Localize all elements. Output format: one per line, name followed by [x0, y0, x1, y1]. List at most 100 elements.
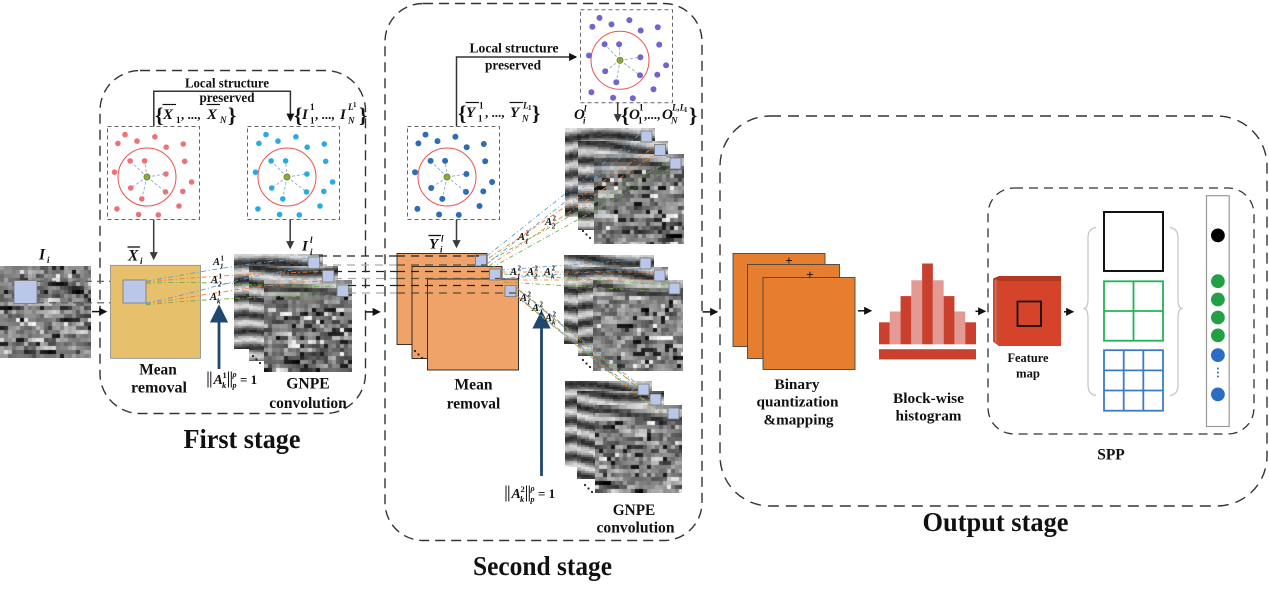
svg-text:2: 2: [526, 230, 530, 238]
svg-text:2: 2: [535, 265, 539, 273]
svg-text:I: I: [38, 247, 46, 264]
svg-text:preserved: preserved: [200, 90, 255, 105]
svg-text:, ...,: , ...,: [315, 107, 335, 122]
svg-text:k: k: [552, 319, 556, 327]
svg-text:1: 1: [684, 106, 688, 114]
svg-text:1: 1: [478, 114, 483, 124]
svg-text:1: 1: [527, 299, 531, 307]
svg-text:SPP: SPP: [1097, 447, 1125, 464]
svg-text:X: X: [162, 107, 174, 123]
svg-text:A: A: [509, 267, 517, 278]
svg-text:,...,: ,...,: [644, 107, 660, 122]
svg-text:2: 2: [533, 273, 538, 281]
svg-text:Second stage: Second stage: [473, 551, 612, 581]
svg-text:, ...,: , ...,: [485, 105, 505, 120]
svg-text:Block-wise: Block-wise: [893, 391, 964, 407]
svg-text:}: }: [228, 103, 236, 127]
svg-text:A: A: [526, 267, 534, 278]
svg-text:GNPE: GNPE: [286, 375, 330, 392]
svg-text:ρ: ρ: [232, 370, 237, 379]
svg-text:i: i: [583, 116, 586, 126]
svg-text:removal: removal: [131, 380, 188, 397]
svg-text:k: k: [520, 494, 525, 504]
svg-text:i: i: [47, 255, 50, 265]
svg-text:map: map: [1016, 366, 1040, 381]
svg-text:{: {: [458, 101, 466, 125]
svg-text:}: }: [689, 103, 697, 127]
svg-text:A: A: [511, 487, 521, 502]
svg-text:preserved: preserved: [485, 58, 541, 73]
svg-text:2: 2: [538, 309, 543, 317]
svg-text:&mapping: &mapping: [764, 413, 835, 429]
svg-text:First stage: First stage: [184, 424, 301, 454]
svg-text:A: A: [209, 292, 217, 303]
svg-text:Y: Y: [510, 105, 521, 121]
svg-text:1: 1: [219, 273, 223, 281]
svg-text:I: I: [301, 239, 309, 255]
svg-text:1: 1: [218, 290, 222, 298]
svg-text:1: 1: [525, 238, 529, 246]
svg-text:convolution: convolution: [597, 520, 675, 537]
svg-text:A: A: [210, 275, 218, 286]
svg-text:X: X: [127, 248, 139, 265]
svg-text:2: 2: [553, 311, 557, 319]
svg-text:l: l: [584, 104, 587, 114]
svg-text:Binary: Binary: [775, 377, 820, 393]
svg-text:Feature: Feature: [1008, 350, 1049, 365]
svg-text:N: N: [219, 115, 227, 125]
svg-text:2: 2: [217, 281, 222, 289]
svg-text:p: p: [232, 381, 237, 390]
svg-text:2: 2: [553, 215, 557, 223]
svg-text:Mean: Mean: [139, 362, 177, 379]
svg-text:1: 1: [353, 101, 357, 109]
svg-text:quantization: quantization: [757, 395, 840, 411]
svg-text:, ...,: , ...,: [181, 107, 201, 122]
svg-text:Local structure: Local structure: [470, 41, 559, 56]
svg-text:1: 1: [220, 263, 224, 271]
svg-text:L: L: [347, 102, 354, 112]
svg-text:1: 1: [638, 116, 643, 126]
svg-text:2: 2: [551, 223, 556, 231]
svg-text:A: A: [519, 293, 527, 304]
svg-text:1: 1: [528, 104, 532, 112]
svg-text:N: N: [521, 114, 529, 124]
svg-text:Local structure: Local structure: [185, 76, 269, 91]
svg-text:+: +: [806, 267, 813, 282]
svg-text:Y: Y: [466, 105, 477, 121]
svg-text:A: A: [517, 232, 525, 243]
svg-text:+: +: [785, 253, 792, 268]
svg-text:L,L: L,L: [671, 103, 686, 113]
svg-text:2: 2: [540, 301, 544, 309]
svg-text:X: X: [206, 107, 218, 123]
svg-text:1: 1: [176, 115, 181, 125]
svg-text:histogram: histogram: [896, 409, 963, 425]
svg-text:convolution: convolution: [269, 395, 347, 412]
svg-text:i: i: [440, 245, 443, 255]
svg-text:I: I: [301, 107, 309, 123]
svg-text:k: k: [551, 273, 555, 281]
svg-text:{: {: [621, 103, 629, 127]
svg-text:1: 1: [517, 273, 521, 281]
svg-text:2: 2: [528, 291, 532, 299]
svg-text:{: {: [155, 103, 163, 127]
svg-text:l: l: [441, 234, 444, 244]
svg-text:I: I: [339, 107, 347, 123]
svg-text:= 1: = 1: [538, 486, 555, 501]
svg-text:Output stage: Output stage: [923, 507, 1069, 537]
svg-text:A: A: [544, 217, 552, 228]
svg-text:i: i: [140, 256, 143, 266]
svg-text:k: k: [222, 380, 227, 390]
svg-text:O: O: [629, 107, 640, 123]
svg-text:A: A: [213, 373, 223, 388]
svg-text:A: A: [543, 267, 551, 278]
svg-text:l: l: [310, 235, 313, 245]
svg-text:O: O: [662, 107, 673, 123]
svg-text:A: A: [544, 313, 552, 324]
svg-text:k: k: [217, 298, 221, 306]
svg-text:A: A: [212, 257, 220, 268]
svg-text:Y: Y: [429, 237, 440, 253]
svg-text:p: p: [530, 495, 535, 504]
svg-text:O: O: [574, 107, 585, 123]
svg-text:1: 1: [221, 255, 225, 263]
svg-text:2: 2: [518, 265, 522, 273]
